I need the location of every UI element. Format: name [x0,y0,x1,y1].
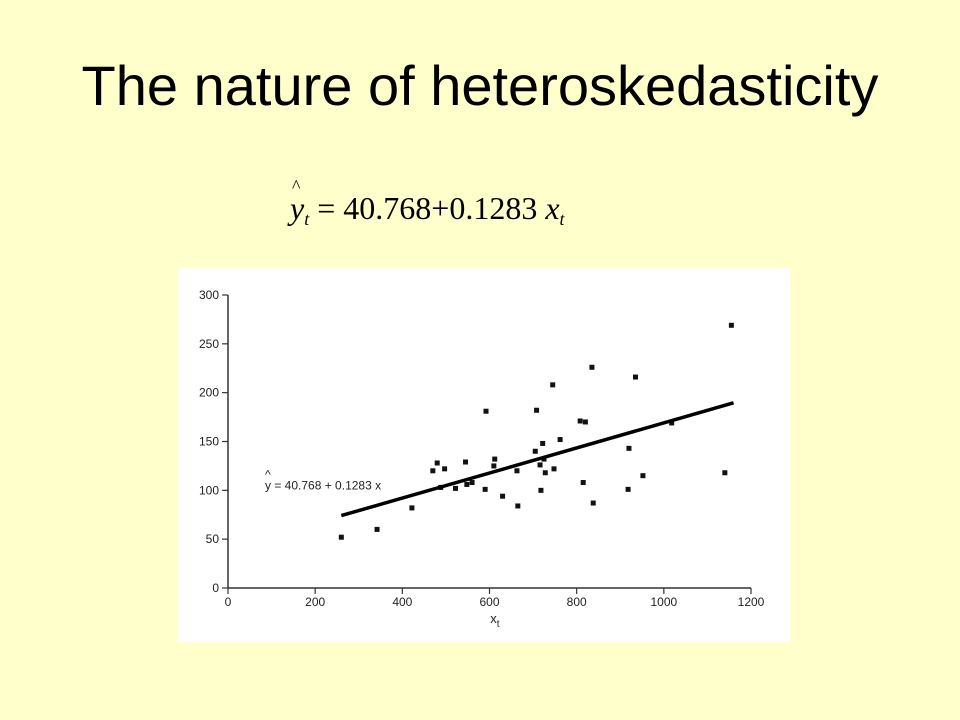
slide-title: The nature of heteroskedasticity [81,54,879,117]
regression-equation: yt = 40.768+0.1283 xt [290,176,565,230]
equation-lhs-var: y [290,176,304,227]
plot-axes [227,295,751,589]
annotation-hat: ^ [265,467,271,481]
x-ticks: 0 200 400 600 800 1000 1200 [225,588,765,609]
x-tick-label: 200 [305,595,325,609]
fitted-regression-line [340,401,735,518]
y-tick-label: 300 [199,288,219,302]
scatter-point [532,448,538,454]
scatter-point [434,460,440,466]
scatter-point [538,487,544,493]
scatter-point [640,473,646,479]
scatter-point [557,437,563,443]
y-tick-label: 50 [206,532,220,546]
equation-equals: = [317,190,336,226]
scatter-point [464,481,470,487]
scatter-point [430,468,436,474]
scatter-point [374,526,380,532]
scatter-point [534,407,540,413]
scatter-point [542,470,548,476]
scatter-point [500,493,506,499]
x-tick-label: 0 [225,595,232,609]
scatter-point [577,418,583,424]
scatter-point [463,459,469,465]
scatter-point [728,322,734,328]
scatter-point [482,486,488,492]
scatter-point [626,445,632,451]
y-ticks: 0 50 100 150 200 250 300 [199,288,228,595]
scatter-point [483,408,489,414]
scatter-point [338,534,344,540]
x-axis-label: xt [490,611,500,630]
scatter-plot: 0 200 400 600 800 1000 1200 0 50 100 150 200 250 300… [199,288,765,630]
scatter-point [669,420,675,426]
equation-rhs-sub: t [559,209,565,229]
scatter-point [589,364,595,370]
x-axis-label-sub: t [497,619,500,630]
scatter-point [633,374,639,380]
scatter-point [409,505,415,511]
scatter-point [469,480,475,486]
scatter-point [515,503,521,509]
scatter-point [537,462,543,468]
y-tick-label: 150 [199,435,219,449]
x-tick-label: 1000 [650,595,677,609]
scatter-point [625,486,631,492]
scatter-point [491,463,497,469]
y-tick-label: 100 [199,483,219,497]
equation-rhs-var: x [545,190,560,226]
x-tick-label: 800 [567,595,587,609]
scatter-point [540,440,546,446]
scatter-point [492,456,498,462]
scatter-point [442,466,448,472]
scatter-point [453,485,459,491]
fit-annotation: y = 40.768 + 0.1283 x [265,478,381,492]
y-tick-label: 250 [199,337,219,351]
scatter-point [551,466,557,472]
y-tick-label: 0 [212,581,219,595]
scatter-point [590,500,596,506]
equation-lhs-sub: t [304,209,310,229]
x-tick-label: 400 [392,595,412,609]
x-tick-label: 600 [479,595,499,609]
data-points [338,322,734,540]
x-axis-label-main: x [490,611,497,626]
scatter-plot-panel: 0 200 400 600 800 1000 1200 0 50 100 150 200 250 300… [178,268,790,642]
x-tick-label: 1200 [738,595,765,609]
scatter-point [550,382,556,388]
scatter-point [580,480,586,486]
equation-rhs: 40.768+0.1283 [343,190,538,226]
scatter-point [582,419,588,425]
scatter-point [514,468,520,474]
y-tick-label: 200 [199,386,219,400]
scatter-point [722,470,728,476]
